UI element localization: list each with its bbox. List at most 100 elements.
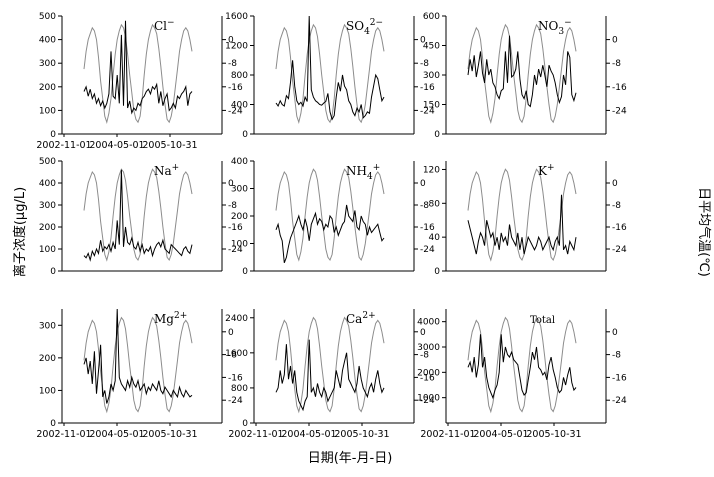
temp-tick-label: 0 — [228, 328, 234, 338]
x-tick-label: 2005-10-31 — [334, 429, 389, 440]
temp-tick-label: -8 — [612, 351, 621, 361]
temp-tick-label: 0 — [612, 328, 618, 338]
temperature-series — [83, 316, 193, 414]
panel-0: 0 100 200 300 400 500 0 -8 -16 -24 2002-11-012004-… — [36, 12, 243, 151]
temp-tick-label: -8 — [612, 59, 621, 69]
panel-8: 10002000300040000-8-16-242002-11-012004-… — [417, 309, 627, 440]
ion-series — [467, 194, 577, 255]
temp-tick-label: 0 — [420, 179, 426, 189]
x-tick-label: 2004-05-01 — [473, 429, 528, 440]
ion-series — [467, 35, 577, 108]
temp-tick-label: -16 — [612, 83, 627, 93]
temperature-series — [467, 168, 577, 262]
y-tick-label: 0 — [50, 419, 56, 429]
panel-2: 0 150 300 450 600 0 -8 -16 -24 NO3− — [423, 12, 627, 140]
ion-series — [275, 15, 385, 121]
temperature-series — [467, 316, 577, 414]
temp-tick-label: -8 — [420, 201, 429, 211]
y-tick-label: 1600 — [225, 12, 248, 22]
y-tick-label: 800 — [231, 384, 248, 394]
temperature-series — [83, 23, 193, 125]
y-tick-label: 3000 — [417, 343, 440, 353]
temperature-series — [275, 316, 385, 414]
panel-title: Total — [530, 315, 555, 326]
y-tick-label: 150 — [423, 101, 440, 111]
panel-title: NH4+ — [346, 163, 380, 182]
y-tick-label: 0 — [434, 130, 440, 140]
panel-title: Ca2+ — [346, 311, 376, 326]
panel-title: Na+ — [154, 163, 179, 178]
temperature-series — [275, 168, 385, 262]
panel-1: 0 400 800 1200 1600 0 -8 -16 -24 SO42− — [225, 12, 435, 140]
y-tick-label: 200 — [39, 354, 56, 364]
temp-tick-label: -8 — [420, 59, 429, 69]
y-tick-label: 100 — [39, 245, 56, 255]
panel-grid: 01002003004005000-8-16-242002-11-012004-… — [36, 12, 627, 440]
ion-series — [467, 334, 577, 400]
temperature-series — [83, 168, 193, 262]
x-tick-label: 2002-11-01 — [36, 140, 91, 151]
y-tick-label: 300 — [39, 59, 56, 69]
temp-tick-label: 0 — [228, 179, 234, 189]
y-tick-label: 600 — [423, 12, 440, 22]
y-tick-label: 100 — [231, 240, 248, 250]
y-tick-label: 100 — [39, 386, 56, 396]
y-tick-label: 200 — [39, 83, 56, 93]
temp-tick-label: -24 — [228, 396, 243, 406]
panel-title: Mg2+ — [154, 311, 187, 326]
y-tick-label: 0 — [242, 419, 248, 429]
y-tick-label: 300 — [231, 185, 248, 195]
y-axis-label-left: 离子浓度(μg/L) — [12, 187, 28, 277]
y-tick-label: 120 — [423, 165, 440, 175]
y-tick-label: 80 — [429, 199, 441, 209]
ion-series — [83, 20, 193, 115]
panel-6: 0 100 200 300 0 -8 -16 -24 2002-11-012004-05-012… — [36, 308, 243, 440]
y-axis-label-right: 日平均气温(℃) — [696, 187, 712, 277]
temp-tick-label: -8 — [228, 351, 237, 361]
temp-tick-label: 0 — [612, 36, 618, 46]
temp-tick-label: -24 — [612, 245, 627, 255]
x-tick-label: 2002-11-01 — [228, 429, 283, 440]
x-tick-label: 2005-10-31 — [142, 429, 197, 440]
temp-tick-label: -24 — [420, 396, 435, 406]
panel-title: SO42− — [346, 18, 383, 37]
panel-title: Cl− — [154, 18, 175, 33]
x-tick-label: 2002-11-01 — [420, 429, 475, 440]
x-tick-label: 2005-10-31 — [142, 140, 197, 151]
x-tick-label: 2004-05-01 — [89, 429, 144, 440]
temp-tick-label: -24 — [612, 106, 627, 116]
y-tick-label: 100 — [39, 106, 56, 116]
panel-title: NO3− — [538, 18, 572, 37]
x-tick-label: 2004-05-01 — [281, 429, 336, 440]
y-tick-label: 200 — [231, 212, 248, 222]
panel-3: 0 100 200 300 400 500 0 -8 -16 -24 Na+ — [39, 157, 243, 277]
y-tick-label: 500 — [39, 157, 56, 167]
temp-tick-label: -16 — [228, 223, 243, 233]
panel-title: K+ — [538, 163, 555, 178]
y-tick-label: 300 — [423, 71, 440, 81]
y-tick-label: 0 — [434, 267, 440, 277]
y-tick-label: 300 — [39, 321, 56, 331]
temp-tick-label: -24 — [228, 106, 243, 116]
panel-4: 0 100 200 300 400 0 -8 -16 -24 NH4+ — [231, 157, 435, 277]
temp-tick-label: 0 — [420, 328, 426, 338]
x-tick-label: 2005-10-31 — [526, 429, 581, 440]
temp-tick-label: -8 — [228, 201, 237, 211]
x-tick-label: 2002-11-01 — [36, 429, 91, 440]
temperature-series — [467, 23, 577, 125]
y-tick-label: 2000 — [417, 368, 440, 378]
y-tick-label: 0 — [242, 130, 248, 140]
y-tick-label: 200 — [39, 223, 56, 233]
temp-tick-label: 0 — [420, 36, 426, 46]
temp-tick-label: -16 — [612, 223, 627, 233]
ion-series — [275, 339, 385, 412]
y-tick-label: 0 — [242, 267, 248, 277]
y-tick-label: 400 — [231, 101, 248, 111]
y-tick-label: 4000 — [417, 318, 440, 328]
temp-tick-label: -24 — [420, 245, 435, 255]
y-tick-label: 450 — [423, 42, 440, 52]
temp-tick-label: -24 — [420, 106, 435, 116]
ion-series — [83, 169, 193, 262]
temp-tick-label: -24 — [228, 245, 243, 255]
